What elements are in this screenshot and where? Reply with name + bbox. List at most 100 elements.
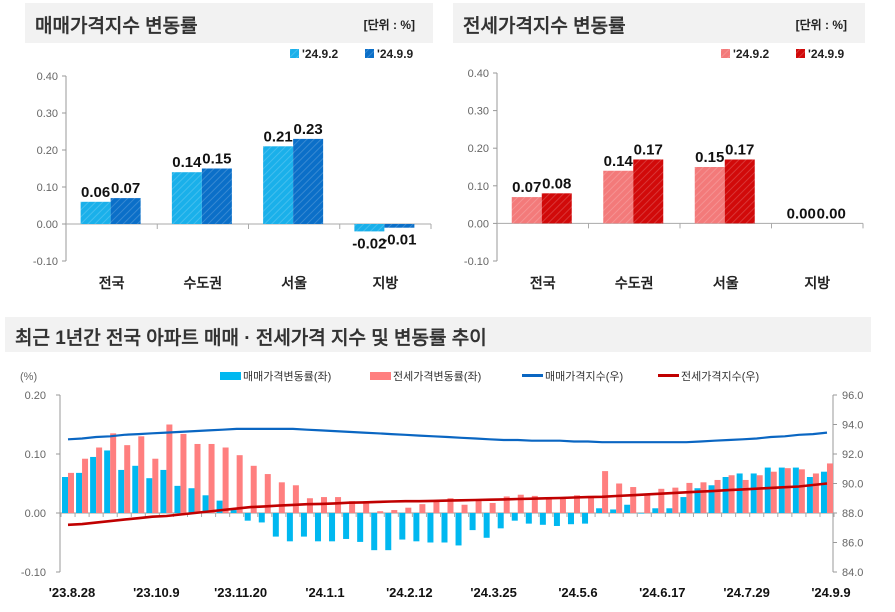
sale-chart-data-label: 0.06	[81, 184, 110, 201]
jeonse-rate-bar	[658, 488, 665, 513]
sale-rate-bar	[132, 465, 139, 513]
sale-chart-y-tick-label: 0.10	[37, 182, 58, 194]
sale-rate-bar	[399, 513, 406, 540]
sale-rate-bar	[413, 513, 420, 542]
sale-rate-bar	[610, 509, 617, 513]
sale-rate-bar	[511, 513, 518, 521]
sale-chart-category-label: 지방	[372, 275, 398, 291]
jeonse-chart-data-label: 0.00	[817, 205, 846, 222]
sale-chart-data-label: 0.07	[111, 180, 140, 197]
sale-rate-bar	[750, 473, 757, 513]
jeonse-chart-bar	[724, 159, 755, 224]
sale-chart-data-label: 0.14	[172, 154, 202, 171]
sale-chart-bar	[354, 224, 385, 232]
trend-right-tick-label: 86.0	[842, 538, 863, 550]
sale-rate-bar	[652, 508, 659, 513]
jeonse-chart-legend-swatch	[721, 49, 730, 58]
jeonse-rate-bar	[672, 487, 679, 513]
jeonse-rate-bar	[96, 447, 103, 513]
sale-chart-bar	[263, 146, 294, 224]
sale-rate-bar	[76, 472, 83, 513]
sale-rate-bar	[497, 513, 504, 529]
jeonse-rate-bar	[306, 498, 313, 513]
jeonse-rate-bar	[770, 471, 777, 513]
jeonse-chart-data-label: 0.14	[604, 153, 634, 170]
sale-rate-bar	[272, 513, 279, 537]
jeonse-chart-y-tick-label: 0.30	[468, 106, 489, 118]
trend-legend-label: 매매가격지수(우)	[545, 370, 623, 383]
jeonse-rate-bar	[742, 479, 749, 513]
jeonse-rate-bar	[714, 479, 721, 513]
sale-chart-legend-label: '24.9.2	[302, 47, 339, 61]
sale-chart-category-label: 전국	[99, 275, 125, 291]
jeonse-chart-category-label: 지방	[804, 275, 830, 291]
sale-rate-bar	[680, 497, 687, 513]
sale-chart-data-label: -0.01	[382, 232, 416, 249]
sale-rate-bar	[441, 513, 448, 543]
jeonse-rate-bar	[363, 501, 370, 513]
trend-x-tick-label: '24.6.17	[639, 585, 685, 600]
jeonse-chart-bar	[603, 170, 634, 224]
jeonse-chart-legend-label: '24.9.2	[733, 47, 770, 61]
jeonse-rate-bar	[349, 501, 356, 513]
sale-rate-bar	[146, 478, 153, 513]
sale-chart-bar	[171, 172, 202, 224]
sale-rate-bar	[455, 513, 462, 546]
trend-legend-label: 매매가격변동률(좌)	[243, 370, 331, 383]
sale-chart-bar	[201, 168, 232, 224]
sale-chart-data-label: -0.02	[352, 235, 386, 252]
jeonse-rate-bar	[517, 494, 524, 513]
trend-x-tick-label: '23.11.20	[214, 585, 267, 600]
jeonse-panel-title: 전세가격지수 변동률	[463, 16, 626, 37]
sale-rate-bar	[792, 467, 799, 513]
jeonse-rate-bar	[377, 511, 384, 513]
jeonse-rate-bar	[180, 433, 187, 513]
sale-rate-bar	[567, 513, 574, 525]
sale-rate-bar	[329, 513, 336, 542]
jeonse-rate-bar	[686, 482, 693, 513]
sale-chart-data-label: 0.23	[294, 121, 323, 138]
jeonse-rate-bar	[152, 458, 159, 513]
jeonse-chart-category-label: 서울	[713, 275, 739, 291]
jeonse-rate-bar	[250, 465, 257, 513]
sale-chart-legend-swatch	[290, 49, 299, 58]
sale-rate-bar	[694, 488, 701, 513]
jeonse-rate-bar	[503, 496, 510, 513]
jeonse-rate-bar	[264, 474, 271, 513]
sale-rate-bar	[483, 513, 490, 538]
jeonse-chart-y-tick-label: 0.20	[468, 143, 489, 155]
sale-rate-bar	[314, 513, 321, 542]
trend-x-tick-label: '23.10.9	[133, 585, 179, 600]
sale-rate-bar	[90, 456, 97, 513]
jeonse-chart-y-tick-label: 0.00	[468, 218, 489, 230]
sale-chart-y-tick-label: -0.10	[33, 256, 58, 268]
sale-rate-bar	[174, 485, 181, 513]
sale-rate-bar	[188, 488, 195, 513]
trend-left-axis-label: (%)	[20, 371, 37, 383]
sale-rate-bar	[638, 513, 645, 514]
jeonse-rate-bar	[616, 483, 623, 513]
jeonse-chart-bar	[511, 197, 542, 224]
trend-x-tick-label: '24.9.9	[811, 585, 850, 600]
jeonse-chart-bar	[541, 193, 572, 224]
sale-chart-y-tick-label: 0.40	[37, 71, 58, 83]
sale-rate-bar	[624, 504, 631, 513]
sale-rate-bar	[244, 513, 251, 521]
sale-rate-bar	[736, 473, 743, 513]
trend-x-tick-label: '24.5.6	[558, 585, 597, 600]
trend-legend-swatch	[370, 372, 391, 380]
sale-chart-category-label: 수도권	[184, 275, 223, 291]
sale-rate-bar	[778, 467, 785, 513]
jeonse-rate-bar	[82, 458, 89, 513]
trend-left-tick-label: 0.10	[25, 449, 46, 461]
jeonse-rate-bar	[461, 504, 468, 513]
jeonse-rate-bar	[222, 447, 229, 513]
sale-chart-data-label: 0.21	[264, 128, 293, 145]
sale-rate-bar	[357, 513, 364, 542]
jeonse-rate-bar	[798, 469, 805, 513]
jeonse-rate-bar	[784, 468, 791, 513]
sale-rate-bar	[230, 510, 237, 513]
sale-rate-bar	[596, 508, 603, 513]
sale-rate-bar	[160, 469, 167, 513]
sale-rate-bar	[722, 477, 729, 513]
